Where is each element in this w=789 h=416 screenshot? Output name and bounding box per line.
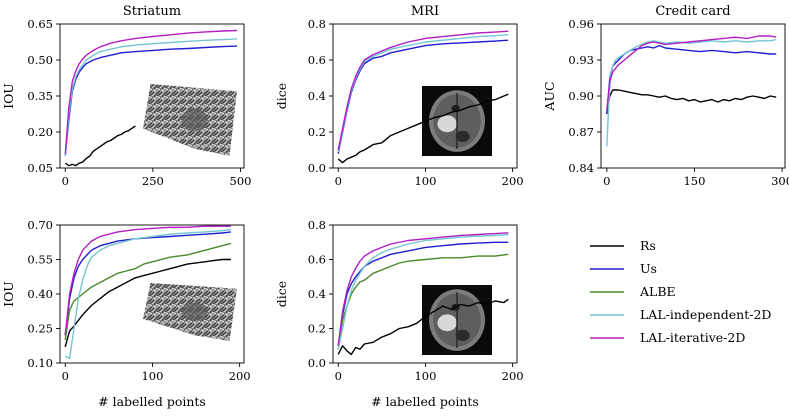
y-tick-label: 0.2 — [308, 125, 326, 139]
chart-title: Credit card — [655, 4, 730, 19]
x-tick-label: 300 — [771, 174, 789, 188]
y-axis-label: dice — [274, 83, 289, 109]
chart-panel-1: 0.05 0.20 0.35 0.50 0.65 0 250 500 Striatum IOU — [1, 4, 251, 188]
x-tick-label: 0 — [335, 369, 342, 383]
legend-label: Rs — [640, 238, 656, 253]
series-line-us — [337, 241, 509, 346]
y-tick-label: 0.8 — [308, 218, 326, 232]
x-tick-label: 200 — [229, 369, 251, 383]
y-tick-label: 0.70 — [27, 218, 53, 232]
chart-title: Striatum — [123, 4, 181, 19]
y-tick-label: 0.05 — [27, 161, 53, 175]
x-axis-label: # labelled points — [98, 394, 206, 409]
legend-label: Us — [640, 261, 657, 276]
x-tick-label: 100 — [141, 369, 163, 383]
y-tick-label: 0.40 — [27, 287, 53, 301]
y-tick-label: 0.65 — [27, 17, 53, 31]
series-line-rs — [64, 258, 231, 348]
series-line-us — [64, 231, 231, 336]
series-line-lal-independent-2d — [337, 233, 509, 350]
legend-item: Rs — [590, 238, 656, 253]
series-line-lal-iterative-2d — [64, 29, 238, 154]
y-tick-label: 0.55 — [27, 253, 53, 267]
y-tick-label: 0.90 — [568, 89, 594, 103]
x-tick-label: 0 — [603, 174, 610, 188]
y-tick-label: 0.4 — [308, 287, 326, 301]
y-tick-label: 0.8 — [308, 17, 326, 31]
plot-frame — [600, 23, 786, 169]
y-tick-label: 0.10 — [27, 356, 53, 370]
mri-inset-image — [422, 86, 492, 156]
chart-panel-4: 0.10 0.25 0.40 0.55 0.70 0 100 200 IOU # labelled… — [1, 218, 251, 409]
legend-label: LAL-independent-2D — [640, 307, 771, 322]
legend-item: Us — [590, 261, 657, 276]
x-tick-label: 0 — [335, 174, 342, 188]
mri-inset-image — [422, 285, 492, 355]
legend: Rs Us ALBE LAL-independent-2D LAL-iterative-… — [590, 238, 771, 345]
x-axis-label: # labelled points — [371, 394, 479, 409]
y-tick-label: 0.6 — [308, 253, 326, 267]
series-line-lal-iterative-2d — [337, 232, 509, 346]
y-axis-label: IOU — [1, 83, 16, 109]
x-tick-label: 200 — [502, 369, 524, 383]
y-tick-label: 0.96 — [568, 17, 594, 31]
y-tick-label: 0.0 — [308, 161, 326, 175]
series-line-rs — [337, 93, 509, 164]
y-tick-label: 0.87 — [568, 125, 594, 139]
series-line-rs — [64, 125, 136, 167]
y-axis-label: dice — [274, 281, 289, 307]
y-tick-label: 0.2 — [308, 322, 326, 336]
striatum-inset-image — [143, 283, 237, 341]
series-line-lal-iterative-2d — [606, 35, 777, 111]
legend-item: LAL-independent-2D — [590, 307, 771, 322]
chart-panel-2: 0.0 0.2 0.4 0.6 0.8 0 100 200 MRI dice — [274, 4, 524, 188]
x-tick-label: 0 — [62, 174, 69, 188]
x-tick-label: 250 — [142, 174, 164, 188]
y-tick-label: 0.84 — [568, 161, 594, 175]
chart-title: MRI — [411, 4, 439, 19]
y-tick-label: 0.50 — [27, 53, 53, 67]
chart-panel-3: 0.84 0.87 0.90 0.93 0.96 0 150 300 Credit card AU… — [542, 4, 789, 188]
legend-label: ALBE — [639, 284, 676, 299]
y-tick-label: 0.0 — [308, 356, 326, 370]
series-line-lal-iterative-2d — [64, 225, 231, 336]
x-tick-label: 100 — [414, 369, 436, 383]
series-line-us — [606, 44, 777, 115]
series-line-albe — [64, 242, 232, 341]
y-axis-label: IOU — [1, 281, 16, 307]
y-tick-label: 0.6 — [308, 53, 326, 67]
series-line-albe — [337, 253, 509, 350]
legend-item: ALBE — [590, 284, 676, 299]
x-tick-label: 500 — [230, 174, 252, 188]
series-line-lal-iterative-2d — [337, 30, 509, 151]
x-tick-label: 0 — [62, 369, 69, 383]
series-line-lal-independent-2d — [606, 38, 777, 147]
y-tick-label: 0.25 — [27, 322, 53, 336]
y-axis-label: AUC — [542, 81, 557, 111]
series-line-rs — [337, 298, 509, 356]
x-tick-label: 150 — [683, 174, 705, 188]
series-line-lal-independent-2d — [64, 228, 231, 360]
legend-item: LAL-iterative-2D — [590, 330, 745, 345]
legend-label: LAL-iterative-2D — [640, 330, 745, 345]
y-tick-label: 0.35 — [27, 89, 53, 103]
y-tick-label: 0.20 — [27, 125, 53, 139]
x-tick-label: 100 — [414, 174, 436, 188]
y-tick-label: 0.93 — [568, 53, 594, 67]
x-tick-label: 200 — [502, 174, 524, 188]
striatum-inset-image — [143, 84, 237, 156]
chart-panel-5: 0.0 0.2 0.4 0.6 0.8 0 100 200 dice # labelled poi… — [274, 218, 524, 409]
series-line-rs — [606, 89, 777, 115]
y-tick-label: 0.4 — [308, 89, 326, 103]
series-line-lal-independent-2d — [64, 38, 238, 157]
